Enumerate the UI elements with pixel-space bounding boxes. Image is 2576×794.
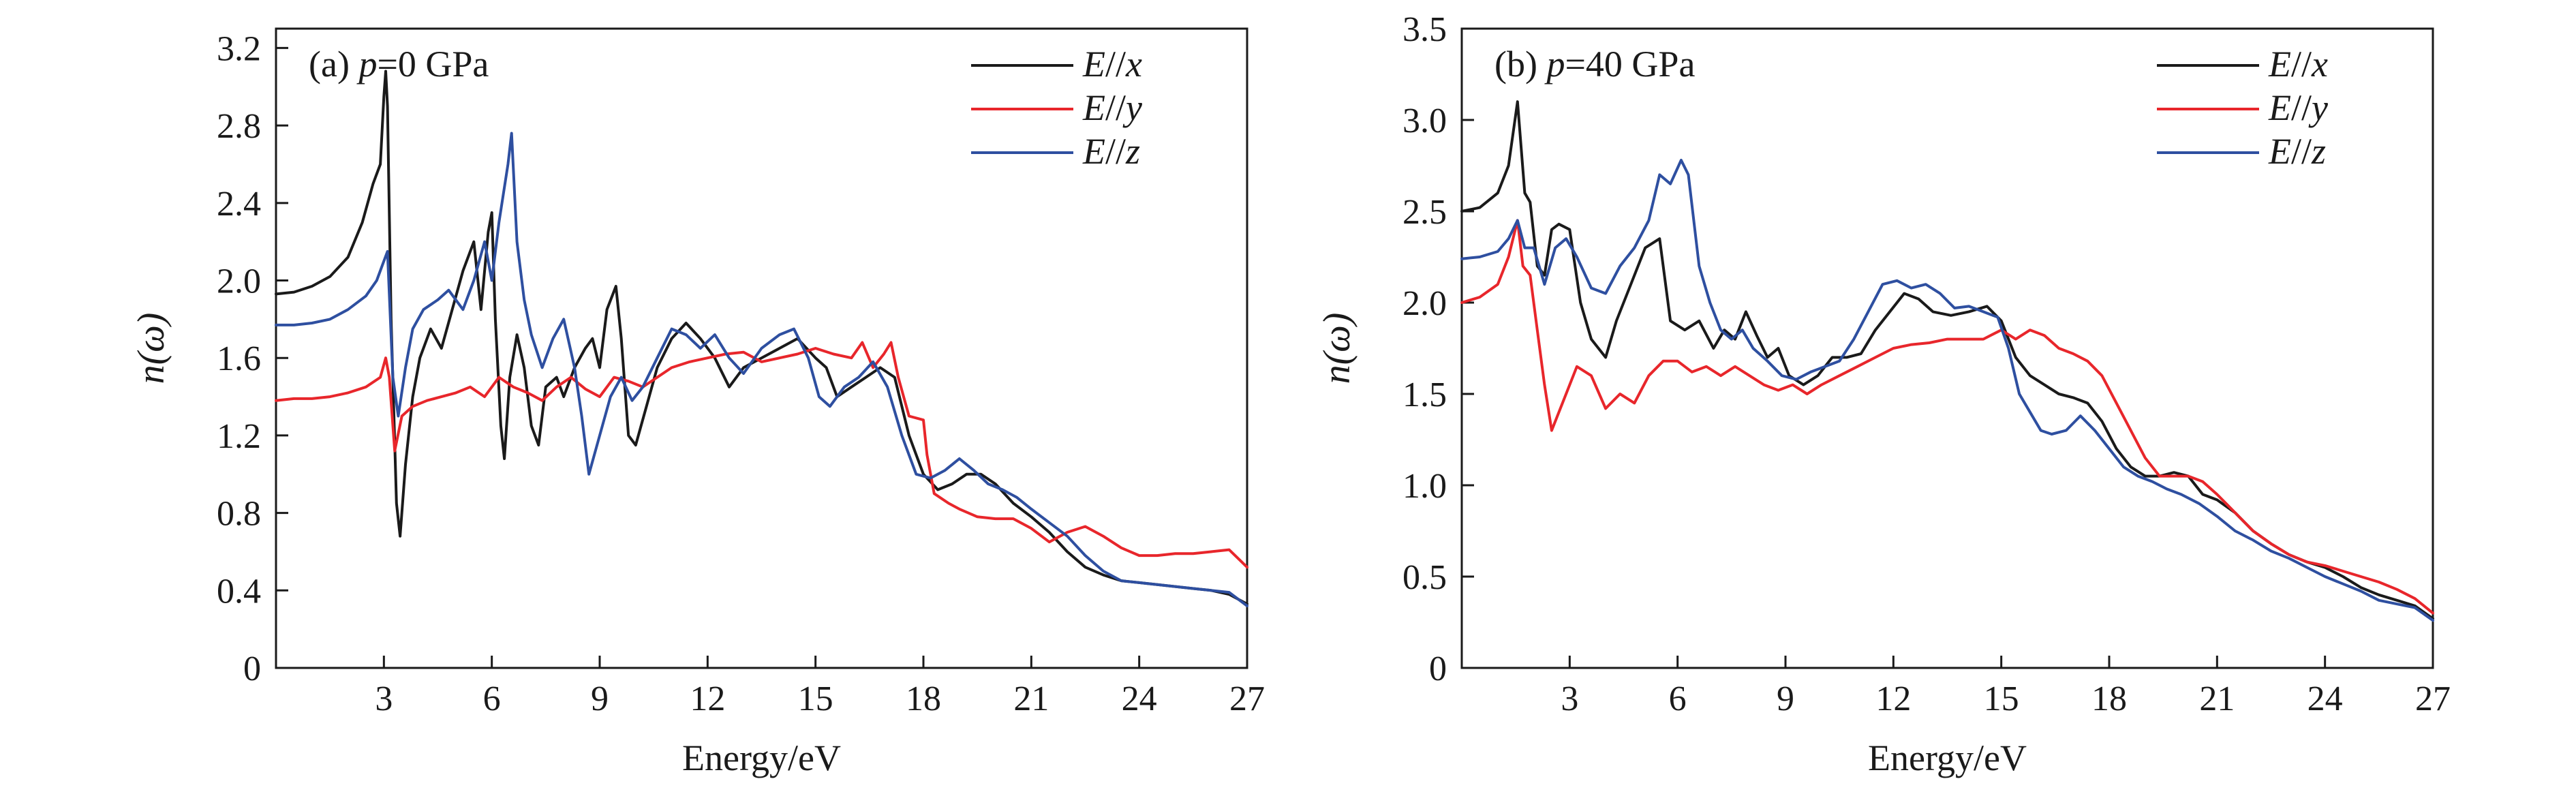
y-tick-label: 1.5 (1402, 376, 1447, 414)
legend: E//xE//yE//z (971, 44, 1142, 172)
y-tick-label: 2.0 (217, 262, 261, 301)
x-tick-label: 15 (1984, 680, 2019, 718)
series-line-x (1460, 100, 2434, 620)
chart-panel-b: 3 6 9 12 15 18 21 24 27 0 0.5 1.0 1.5 2.0 2.5 3.0 3.5 Ene… (1316, 10, 2451, 778)
x-tick-label: 21 (1013, 680, 1049, 718)
y-tick-label: 0.4 (217, 572, 261, 611)
legend-label: E//x (2268, 44, 2328, 85)
x-tick-label: 27 (1229, 680, 1265, 718)
panel-label: (b) p=40 GPa (1494, 44, 1695, 85)
y-tick-label: 1.0 (1402, 467, 1447, 506)
y-tick-label: 3.0 (1402, 102, 1447, 140)
x-tick-label: 27 (2415, 680, 2451, 718)
legend-label: E//y (2268, 87, 2328, 128)
legend: E//xE//yE//z (2157, 44, 2328, 172)
y-tick-label: 0.5 (1402, 558, 1447, 597)
y-tick-label: 2.8 (217, 107, 261, 146)
x-tick-label: 24 (2307, 680, 2343, 718)
x-tick-label: 9 (1777, 680, 1794, 718)
y-tick-label: 1.6 (217, 339, 261, 378)
y-tick-label: 2.5 (1402, 193, 1447, 232)
panel-label: (a) p=0 GPa (309, 44, 489, 85)
x-tick-label: 3 (1561, 680, 1578, 718)
plot-frame (1460, 27, 2434, 669)
y-tick-label: 0 (243, 650, 261, 688)
x-tick-label: 6 (483, 680, 501, 718)
y-tick-label: 3.2 (217, 29, 261, 68)
legend-label: E//y (1082, 87, 1142, 128)
legend-label: E//x (1082, 44, 1142, 85)
x-tick-label: 21 (2199, 680, 2235, 718)
x-tick-label: 18 (906, 680, 941, 718)
y-tick-label: 1.2 (217, 417, 261, 456)
x-tick-label: 12 (1875, 680, 1911, 718)
legend-label: E//z (1082, 131, 1140, 172)
y-tick-label: 0.8 (217, 495, 261, 534)
y-axis-label: n(ω) (1316, 313, 1358, 384)
chart-panel-a: 3 6 9 12 15 18 21 24 27 0 0.4 0.8 1.2 1.6 2.0 2.4 2.8 3.2… (130, 27, 1265, 778)
x-axis-label: Energy/eV (1868, 737, 2027, 778)
legend-label: E//z (2268, 131, 2326, 172)
y-axis-label: n(ω) (130, 313, 172, 384)
y-tick-label: 0 (1429, 650, 1447, 688)
x-tick-label: 12 (690, 680, 725, 718)
y-tick-label: 3.5 (1402, 10, 1447, 49)
x-tick-label: 6 (1669, 680, 1687, 718)
y-tick-label: 2.4 (217, 185, 261, 224)
x-tick-label: 15 (798, 680, 833, 718)
x-axis-label: Energy/eV (682, 737, 841, 778)
x-tick-label: 18 (2091, 680, 2127, 718)
x-tick-label: 9 (591, 680, 609, 718)
series-line-z (275, 132, 1248, 607)
x-tick-label: 3 (375, 680, 393, 718)
series-line-y (1460, 219, 2434, 615)
series-line-z (1460, 159, 2434, 622)
x-tick-label: 24 (1122, 680, 1157, 718)
series-line-y (275, 341, 1248, 569)
y-tick-label: 2.0 (1402, 284, 1447, 323)
plot-frame (275, 27, 1248, 669)
